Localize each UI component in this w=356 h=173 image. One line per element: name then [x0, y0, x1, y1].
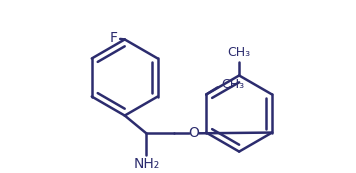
- Text: NH₂: NH₂: [133, 157, 159, 171]
- Text: CH₃: CH₃: [221, 78, 245, 91]
- Text: O: O: [189, 126, 199, 140]
- Text: F: F: [110, 31, 117, 45]
- Text: CH₃: CH₃: [227, 46, 251, 59]
